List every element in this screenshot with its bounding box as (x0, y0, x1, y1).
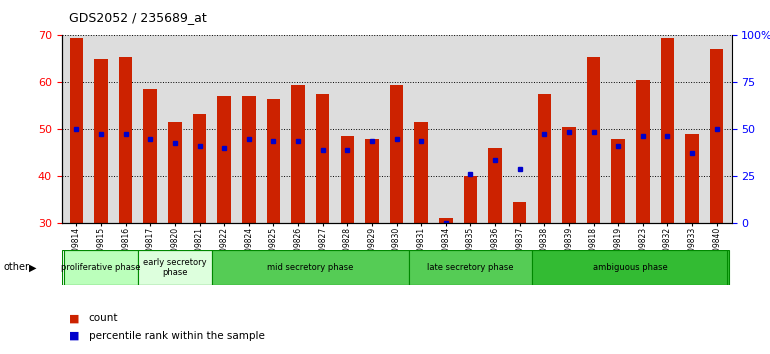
Text: ■: ■ (69, 331, 80, 341)
Bar (611, 139, 625, 223)
Bar (685, 134, 699, 223)
Bar (138, 250, 212, 285)
Bar (414, 122, 428, 223)
Text: ■: ■ (69, 313, 80, 323)
Bar (212, 250, 409, 285)
Bar (532, 250, 729, 285)
Bar (488, 148, 502, 223)
Bar (143, 89, 157, 223)
Text: GDS2052 / 235689_at: GDS2052 / 235689_at (69, 11, 207, 24)
Bar (409, 250, 532, 285)
Text: late secretory phase: late secretory phase (427, 263, 514, 272)
Bar (291, 85, 305, 223)
Bar (69, 38, 83, 223)
Bar (710, 50, 724, 223)
Bar (119, 57, 132, 223)
Text: ▶: ▶ (28, 262, 36, 272)
Bar (64, 250, 138, 285)
Bar (587, 57, 601, 223)
Bar (562, 127, 576, 223)
Bar (661, 38, 675, 223)
Text: other: other (4, 262, 30, 272)
Bar (340, 136, 354, 223)
Text: early secretory
phase: early secretory phase (143, 258, 206, 277)
Text: mid secretory phase: mid secretory phase (267, 263, 353, 272)
Bar (513, 202, 527, 223)
Text: percentile rank within the sample: percentile rank within the sample (89, 331, 264, 341)
Bar (266, 99, 280, 223)
Text: count: count (89, 313, 118, 323)
Text: ambiguous phase: ambiguous phase (593, 263, 668, 272)
Bar (390, 85, 403, 223)
Bar (464, 176, 477, 223)
Bar (94, 59, 108, 223)
Bar (365, 139, 379, 223)
Text: proliferative phase: proliferative phase (62, 263, 141, 272)
Bar (439, 218, 453, 223)
Bar (192, 114, 206, 223)
Bar (636, 80, 650, 223)
Bar (537, 94, 551, 223)
Bar (316, 94, 330, 223)
Bar (242, 96, 256, 223)
Bar (217, 96, 231, 223)
Bar (168, 122, 182, 223)
